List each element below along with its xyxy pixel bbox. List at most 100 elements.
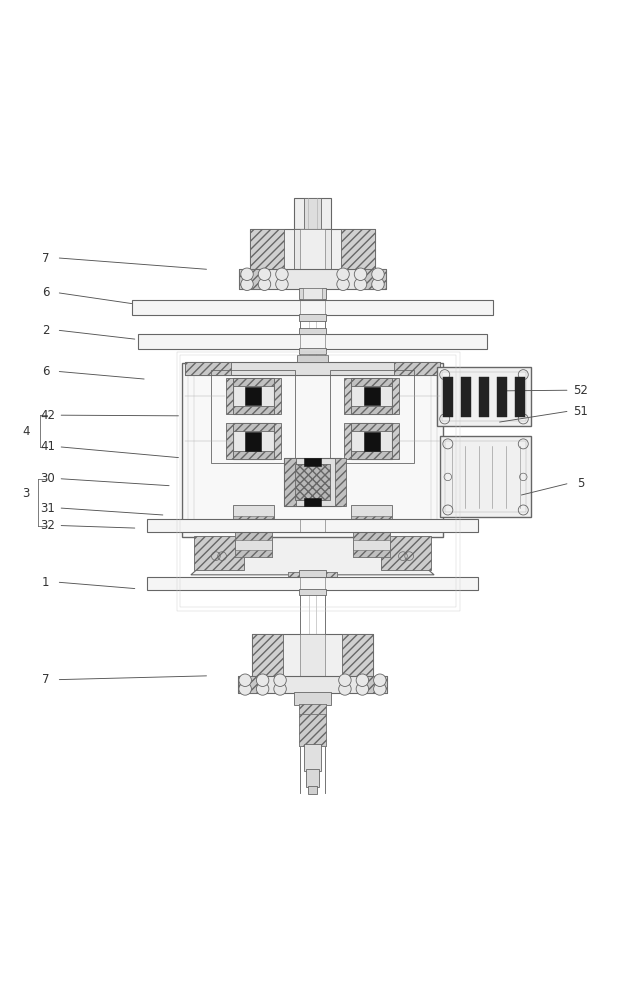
Bar	[299, 348, 326, 354]
Bar	[297, 355, 328, 362]
Bar	[497, 377, 507, 417]
Circle shape	[356, 683, 369, 695]
Bar	[233, 406, 274, 414]
Bar	[353, 550, 391, 557]
Bar	[238, 676, 388, 693]
Bar	[364, 387, 380, 405]
Bar	[381, 536, 431, 570]
Bar	[245, 387, 261, 405]
Text: 1: 1	[42, 576, 49, 589]
Circle shape	[276, 268, 288, 280]
Bar	[239, 269, 268, 289]
Bar	[300, 634, 325, 678]
Bar	[446, 441, 526, 512]
Bar	[294, 692, 331, 705]
Bar	[299, 714, 326, 746]
Bar	[250, 229, 375, 271]
Polygon shape	[191, 524, 434, 575]
Circle shape	[241, 278, 253, 290]
Bar	[233, 516, 274, 524]
Bar	[233, 378, 274, 386]
Bar	[274, 423, 281, 459]
Bar	[274, 378, 281, 414]
Circle shape	[241, 268, 253, 280]
Text: 30: 30	[40, 472, 55, 485]
Bar	[441, 436, 531, 517]
Bar	[344, 378, 351, 414]
Bar	[308, 786, 317, 794]
Bar	[304, 744, 321, 771]
Text: 3: 3	[22, 487, 29, 500]
Bar	[252, 634, 283, 678]
Bar	[238, 676, 266, 693]
Bar	[299, 589, 326, 595]
Bar	[341, 229, 375, 271]
Circle shape	[354, 268, 367, 280]
Bar	[233, 378, 274, 414]
Bar	[234, 550, 272, 557]
Circle shape	[339, 683, 351, 695]
Circle shape	[374, 683, 386, 695]
Bar	[359, 676, 388, 693]
Bar	[394, 362, 441, 375]
Bar	[176, 352, 459, 611]
Circle shape	[239, 674, 251, 686]
Bar	[233, 505, 274, 524]
Text: 6: 6	[42, 365, 49, 378]
Bar	[351, 406, 392, 414]
Bar	[226, 423, 233, 459]
Bar	[344, 423, 351, 459]
Bar	[194, 536, 244, 570]
Bar	[300, 229, 325, 271]
Bar	[306, 769, 319, 787]
Bar	[444, 377, 453, 417]
Text: 4: 4	[22, 425, 29, 438]
Bar	[342, 634, 373, 678]
Bar	[252, 634, 373, 678]
Circle shape	[356, 674, 369, 686]
Circle shape	[274, 683, 286, 695]
Bar	[294, 229, 331, 271]
Text: 32: 32	[40, 519, 55, 532]
Bar	[294, 198, 331, 229]
Bar	[138, 334, 487, 349]
Text: 6: 6	[42, 286, 49, 299]
Circle shape	[337, 278, 349, 290]
Bar	[514, 377, 524, 417]
Bar	[351, 505, 392, 524]
Text: 7: 7	[42, 252, 49, 265]
Circle shape	[239, 683, 251, 695]
Bar	[299, 704, 326, 715]
Circle shape	[276, 278, 288, 290]
Bar	[226, 378, 233, 414]
Text: 2: 2	[42, 324, 49, 337]
Bar	[357, 269, 386, 289]
Bar	[181, 363, 444, 537]
Bar	[299, 328, 326, 334]
Bar	[299, 704, 326, 715]
Bar	[194, 375, 431, 525]
Bar	[299, 570, 326, 577]
Bar	[284, 458, 296, 506]
Circle shape	[274, 674, 286, 686]
Bar	[284, 458, 341, 506]
Bar	[461, 377, 471, 417]
Bar	[234, 532, 272, 557]
Circle shape	[374, 674, 386, 686]
Bar	[299, 314, 326, 321]
Bar	[335, 458, 346, 506]
Bar	[148, 577, 478, 590]
Bar	[148, 519, 478, 532]
Bar	[184, 362, 231, 375]
Bar	[329, 370, 414, 463]
Bar	[239, 269, 386, 289]
Bar	[351, 423, 392, 459]
Text: 31: 31	[40, 502, 55, 515]
Bar	[299, 269, 326, 274]
Bar	[304, 458, 321, 466]
Text: 7: 7	[42, 673, 49, 686]
Bar	[438, 367, 531, 426]
Circle shape	[372, 268, 384, 280]
Bar	[180, 355, 456, 607]
Text: 42: 42	[40, 409, 55, 422]
